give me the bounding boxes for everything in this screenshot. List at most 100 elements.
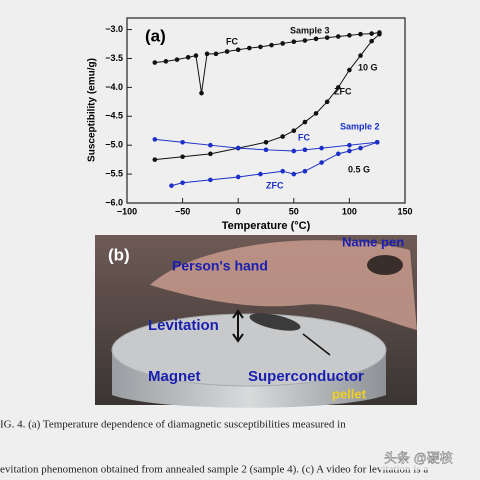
annotation: Sample 2 (340, 121, 380, 131)
data-point (235, 145, 241, 151)
data-point (324, 99, 330, 105)
data-point (208, 177, 213, 183)
annotation: ZFC (334, 86, 352, 96)
data-point (358, 145, 363, 151)
data-point (335, 151, 341, 157)
arrow (302, 333, 331, 356)
data-point (291, 148, 297, 154)
data-point (213, 51, 219, 57)
data-point (258, 171, 263, 177)
data-point (199, 90, 204, 96)
data-point (358, 53, 363, 58)
data-point (193, 53, 199, 58)
data-point (377, 31, 382, 37)
data-point (208, 151, 213, 157)
caption-line: evitation phenomenon obtained from annea… (0, 464, 428, 476)
caption-line: IG. 4. (a) Temperature dependence of dia… (0, 419, 346, 431)
data-point (180, 154, 185, 160)
data-point (263, 139, 269, 145)
y-tick-label: −5.5 (105, 168, 123, 178)
data-point (324, 35, 330, 40)
y-axis-title: Susceptibility (emu/g) (87, 58, 98, 162)
data-point (302, 119, 308, 125)
x-tick-label: 0 (236, 206, 241, 216)
data-point (313, 111, 319, 116)
data-point (313, 36, 319, 42)
watermark: 头条 @硬核 (384, 450, 453, 465)
data-point (258, 44, 263, 50)
data-point (347, 142, 352, 148)
x-tick-label: −100 (117, 206, 137, 216)
data-point (235, 174, 241, 180)
data-point (280, 41, 285, 46)
watermark-backdrop (380, 446, 480, 470)
data-point (369, 31, 374, 36)
data-point (319, 160, 324, 165)
annotation: FC (226, 36, 238, 46)
series-line (154, 138, 378, 152)
pen (367, 255, 403, 275)
data-point (302, 38, 308, 43)
x-tick-label: 150 (397, 206, 412, 216)
magnet-top (111, 313, 387, 387)
y-tick-label: −4.5 (105, 111, 123, 121)
data-point (247, 45, 252, 51)
photo: (b) Name pen Person's hand Levitation Ma… (95, 234, 417, 408)
data-point (347, 67, 352, 73)
data-point (335, 34, 341, 39)
data-point (269, 42, 274, 48)
plot-frame (126, 17, 406, 204)
annotation: Sample 3 (290, 25, 330, 35)
y-tick-label: −3.0 (105, 24, 123, 34)
hand (150, 240, 417, 330)
panel-label: (b) (108, 245, 130, 264)
photo-label: Superconductor (248, 368, 364, 385)
data-point (280, 168, 285, 174)
annotation: 10 G (358, 62, 378, 72)
photo-label: Person's hand (172, 258, 268, 274)
photo-label: Levitation (148, 317, 219, 334)
data-point (369, 38, 374, 44)
annotation: FC (298, 132, 310, 142)
photo-label: pellet (332, 386, 367, 401)
plot-area: −100 −50 0 50 100 150 −3.0 −3.5 −4.0 −4.5 −5.0 −5.5… (105, 24, 412, 216)
data-point (302, 168, 308, 174)
arrow-head (232, 309, 244, 343)
data-point (169, 183, 174, 188)
data-point (180, 139, 185, 145)
x-axis-title: Temperature (°C) (222, 220, 311, 232)
data-point (224, 49, 230, 54)
annotation: 0.5 G (348, 164, 370, 174)
x-tick-label: 100 (342, 206, 357, 216)
photo-label: Magnet (148, 368, 201, 385)
data-point (263, 147, 269, 153)
annotation: ZFC (266, 180, 284, 190)
y-tick-label: −4.0 (105, 82, 123, 92)
data-point (185, 55, 191, 60)
data-point (280, 134, 285, 139)
y-tick-label: −3.5 (105, 53, 123, 63)
data-point (319, 145, 324, 151)
y-tick-label: −6.0 (105, 197, 123, 207)
panel-label: (a) (145, 26, 166, 45)
data-point (152, 60, 158, 65)
data-point (204, 51, 210, 57)
photo-label: Name pen (342, 234, 404, 249)
data-point (374, 139, 380, 145)
data-point (152, 157, 158, 162)
data-point (174, 57, 180, 62)
data-point (152, 137, 158, 142)
data-point (180, 180, 185, 186)
data-point (235, 47, 241, 53)
data-point (291, 171, 297, 177)
data-point (163, 59, 169, 64)
pellet-shape (249, 313, 301, 331)
data-point (347, 33, 352, 38)
data-point (208, 142, 213, 148)
data-point (302, 147, 308, 153)
data-point (335, 85, 341, 90)
data-point (291, 128, 297, 134)
x-tick-label: −50 (175, 206, 190, 216)
